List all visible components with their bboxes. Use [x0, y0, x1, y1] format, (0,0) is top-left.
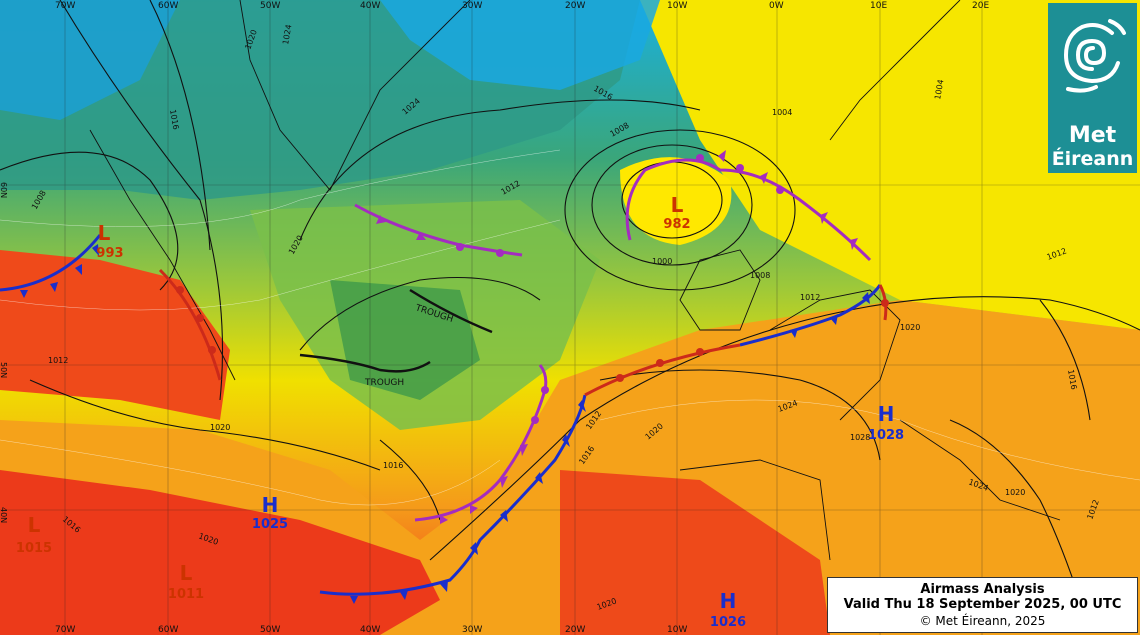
lon-label: 40W	[360, 1, 380, 11]
isobar-label: 1020	[900, 323, 920, 332]
isobar-label: 1020	[1005, 488, 1025, 497]
airmass-yellow-low-centre	[620, 157, 732, 245]
lon-label: 20W	[565, 1, 585, 11]
low-symbol: L	[180, 561, 193, 585]
map-title: Airmass Analysis	[920, 582, 1045, 597]
isobar-label: 1000	[652, 257, 672, 266]
spiral-swirl-icon	[1063, 19, 1126, 93]
lon-label: 20E	[972, 1, 989, 11]
trough-lines	[299, 288, 493, 373]
isobar-label: 1016	[383, 461, 403, 470]
low-value: 1011	[168, 587, 204, 602]
cold-front-triangles	[20, 244, 870, 604]
lon-label: 70W	[55, 625, 75, 635]
lon-label: 20W	[565, 625, 585, 635]
lon-label: 50W	[260, 625, 280, 635]
met-eireann-logo: Met Éireann	[1048, 3, 1137, 173]
high-symbol: H	[262, 493, 279, 517]
lat-label: 40N	[0, 507, 8, 523]
lon-labels-bottom: 70W 60W 50W 40W 30W 20W 10W	[55, 625, 687, 635]
lon-label: 50W	[260, 1, 280, 11]
isobar-label: 1004	[933, 79, 945, 101]
lon-labels-top: 70W 60W 50W 40W 30W 20W 10W 0W 10E 20E	[55, 1, 989, 11]
low-symbol: L	[28, 513, 41, 537]
lat-label: 50N	[0, 362, 8, 378]
lon-label: 10E	[870, 1, 887, 11]
valid-time: Valid Thu 18 September 2025, 00 UTC	[843, 597, 1122, 612]
high-symbol: H	[878, 402, 895, 426]
lon-label: 60W	[158, 1, 178, 11]
copyright: © Met Éireann, 2025	[919, 614, 1046, 628]
isobar-label: 1028	[850, 433, 870, 442]
airmass-red-se	[560, 470, 830, 635]
low-symbol: L	[671, 193, 684, 217]
airmass-red-west	[0, 250, 230, 420]
isobar-label: 1020	[210, 423, 230, 432]
isobar-label: 1016	[168, 109, 180, 131]
isobar-label: 1004	[772, 108, 792, 117]
lat-labels: 60N 50N 40N	[0, 182, 8, 523]
coastlines	[89, 0, 1061, 561]
low-value: 982	[663, 217, 690, 232]
lon-label: 10W	[667, 1, 687, 11]
logo-text-eireann: Éireann	[1051, 148, 1134, 170]
lon-label: 30W	[462, 625, 482, 635]
lon-label: 30W	[462, 1, 482, 11]
isobars	[0, 0, 1140, 601]
pressure-centres: L 982 L 993 L 1015 L 1011 H 1025 H 1028 …	[16, 193, 904, 630]
lat-label: 60N	[0, 182, 8, 198]
low-value: 1015	[16, 541, 52, 556]
airmass-warm-east	[640, 0, 1140, 330]
lon-label: 40W	[360, 625, 380, 635]
lon-label: 70W	[55, 1, 75, 11]
lon-label: 60W	[158, 625, 178, 635]
isobar-label: 1008	[750, 271, 770, 280]
airmass-cyan-nw	[0, 0, 180, 120]
isobar-label: 1012	[800, 293, 820, 302]
isobar-label: 1012	[48, 356, 68, 365]
low-value: 993	[96, 246, 123, 261]
low-symbol: L	[98, 221, 111, 245]
high-value: 1028	[868, 428, 904, 443]
occluded-front-symbols	[376, 150, 858, 524]
lon-label: 10W	[667, 625, 687, 635]
high-symbol: H	[720, 589, 737, 613]
lon-label: 0W	[769, 1, 784, 11]
isobar-label: 1016	[1066, 369, 1078, 391]
logo-text-met: Met	[1068, 123, 1117, 148]
caption-box: Airmass Analysis Valid Thu 18 September …	[827, 577, 1138, 633]
high-value: 1025	[252, 517, 288, 532]
airmass-cyan-north	[380, 0, 660, 90]
warm-front-semicircles	[176, 286, 889, 382]
trough-label: TROUGH	[364, 378, 404, 388]
isobar-label: 1024	[281, 24, 293, 46]
high-value: 1026	[710, 615, 746, 630]
